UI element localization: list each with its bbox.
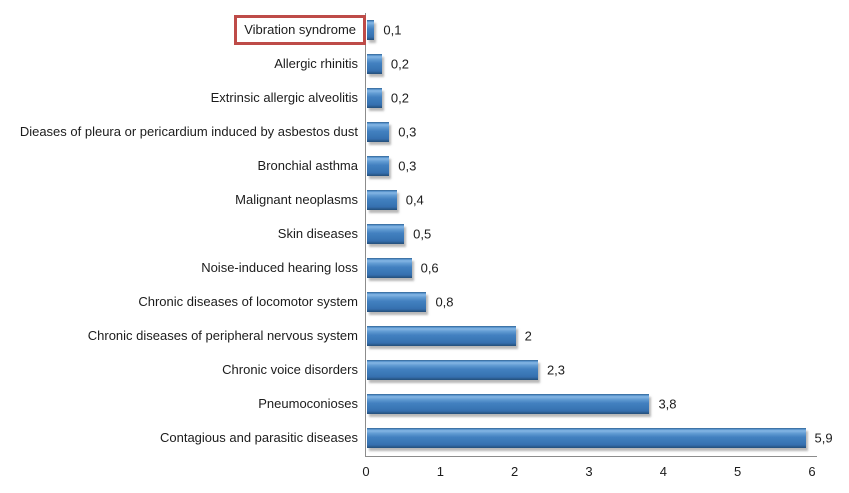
value-label: 0,4 <box>405 192 424 208</box>
category-label: Extrinsic allergic alveolitis <box>0 89 366 105</box>
chart-row: Pneumoconioses 3,8 <box>0 387 849 421</box>
category-label-text: Contagious and parasitic diseases <box>159 429 358 445</box>
data-bar <box>367 224 405 244</box>
value-label: 3,8 <box>658 396 677 412</box>
chart-row: Chronic diseases of peripheral nervous s… <box>0 319 849 353</box>
category-label-text: Chronic diseases of locomotor system <box>138 293 358 309</box>
x-axis-tick-label: 2 <box>511 464 519 479</box>
x-axis-tick-label: 0 <box>362 464 370 479</box>
chart-row: Chronic voice disorders 2,3 <box>0 353 849 387</box>
category-label-text: Bronchial asthma <box>257 157 358 173</box>
data-bar <box>367 54 382 74</box>
x-axis-tick-label: 1 <box>436 464 444 479</box>
bar-area: 2,3 <box>366 353 849 387</box>
bar-area: 0,8 <box>366 285 849 319</box>
data-bar <box>367 428 806 448</box>
bar-area: 0,2 <box>366 81 849 115</box>
value-label: 0,3 <box>398 158 417 174</box>
value-label: 0,2 <box>390 90 409 106</box>
category-label: Vibration syndrome <box>0 14 366 46</box>
x-axis-line <box>365 456 817 457</box>
data-bar <box>367 360 538 380</box>
bar-area: 3,8 <box>366 387 849 421</box>
chart-row: Dieases of pleura or pericardium induced… <box>0 115 849 149</box>
data-bar <box>367 122 390 142</box>
bar-area: 0,6 <box>366 251 849 285</box>
data-bar <box>367 292 427 312</box>
value-label: 0,5 <box>413 226 432 242</box>
x-axis-tick-label: 5 <box>734 464 742 479</box>
value-label: 0,6 <box>420 260 439 276</box>
data-bar <box>367 88 382 108</box>
bar-area: 0,1 <box>366 13 849 47</box>
category-label: Allergic rhinitis <box>0 55 366 71</box>
data-bar <box>367 326 516 346</box>
bar-area: 2 <box>366 319 849 353</box>
chart-row: Vibration syndrome 0,1 <box>0 13 849 47</box>
data-bar <box>367 20 375 40</box>
value-label: 0,3 <box>398 124 417 140</box>
chart-row: Chronic diseases of locomotor system 0,8 <box>0 285 849 319</box>
category-label: Chronic diseases of locomotor system <box>0 293 366 309</box>
y-axis-line <box>365 13 366 456</box>
chart-row: Extrinsic allergic alveolitis 0,2 <box>0 81 849 115</box>
chart-row: Noise-induced hearing loss 0,6 <box>0 251 849 285</box>
category-label-text: Extrinsic allergic alveolitis <box>210 89 358 105</box>
category-label-text: Allergic rhinitis <box>274 55 358 71</box>
x-axis-tick-label: 3 <box>585 464 593 479</box>
chart-row: Skin diseases 0,5 <box>0 217 849 251</box>
category-label-text: Noise-induced hearing loss <box>201 259 358 275</box>
category-label: Malignant neoplasms <box>0 191 366 207</box>
chart-row: Malignant neoplasms 0,4 <box>0 183 849 217</box>
bar-area: 0,3 <box>366 149 849 183</box>
highlighted-category-annotation-box: Vibration syndrome <box>234 14 366 46</box>
category-label: Skin diseases <box>0 225 366 241</box>
category-label: Pneumoconioses <box>0 395 366 411</box>
category-label-text: Pneumoconioses <box>258 395 358 411</box>
category-label: Chronic diseases of peripheral nervous s… <box>0 327 366 343</box>
category-label-text: Chronic diseases of peripheral nervous s… <box>87 327 358 343</box>
bar-area: 0,2 <box>366 47 849 81</box>
value-label: 0,1 <box>383 22 402 38</box>
value-label: 5,9 <box>814 430 833 446</box>
category-label: Noise-induced hearing loss <box>0 259 366 275</box>
x-axis-tick-label: 6 <box>808 464 816 479</box>
category-label-text: Skin diseases <box>277 225 358 241</box>
chart-row: Bronchial asthma 0,3 <box>0 149 849 183</box>
data-bar <box>367 190 397 210</box>
x-axis-tick-label: 4 <box>659 464 667 479</box>
bar-area: 0,3 <box>366 115 849 149</box>
category-label: Bronchial asthma <box>0 157 366 173</box>
category-label: Dieases of pleura or pericardium induced… <box>0 123 366 139</box>
value-label: 2,3 <box>546 362 566 378</box>
chart-row: Contagious and parasitic diseases 5,9 <box>0 421 849 455</box>
category-label: Chronic voice disorders <box>0 361 366 377</box>
value-label: 2 <box>524 328 532 344</box>
data-bar <box>367 258 412 278</box>
category-label-text: Dieases of pleura or pericardium induced… <box>19 123 358 139</box>
data-bar <box>367 394 650 414</box>
data-bar <box>367 156 390 176</box>
chart-row: Allergic rhinitis 0,2 <box>0 47 849 81</box>
category-label: Contagious and parasitic diseases <box>0 429 366 445</box>
bar-area: 5,9 <box>366 421 849 455</box>
chart-rows: Vibration syndrome 0,1 Allergic rhinitis 0,… <box>0 13 849 455</box>
bar-area: 0,5 <box>366 217 849 251</box>
category-label-text: Malignant neoplasms <box>235 191 358 207</box>
category-label-text: Chronic voice disorders <box>222 361 358 377</box>
value-label: 0,2 <box>390 56 409 72</box>
bar-area: 0,4 <box>366 183 849 217</box>
value-label: 0,8 <box>435 294 454 310</box>
